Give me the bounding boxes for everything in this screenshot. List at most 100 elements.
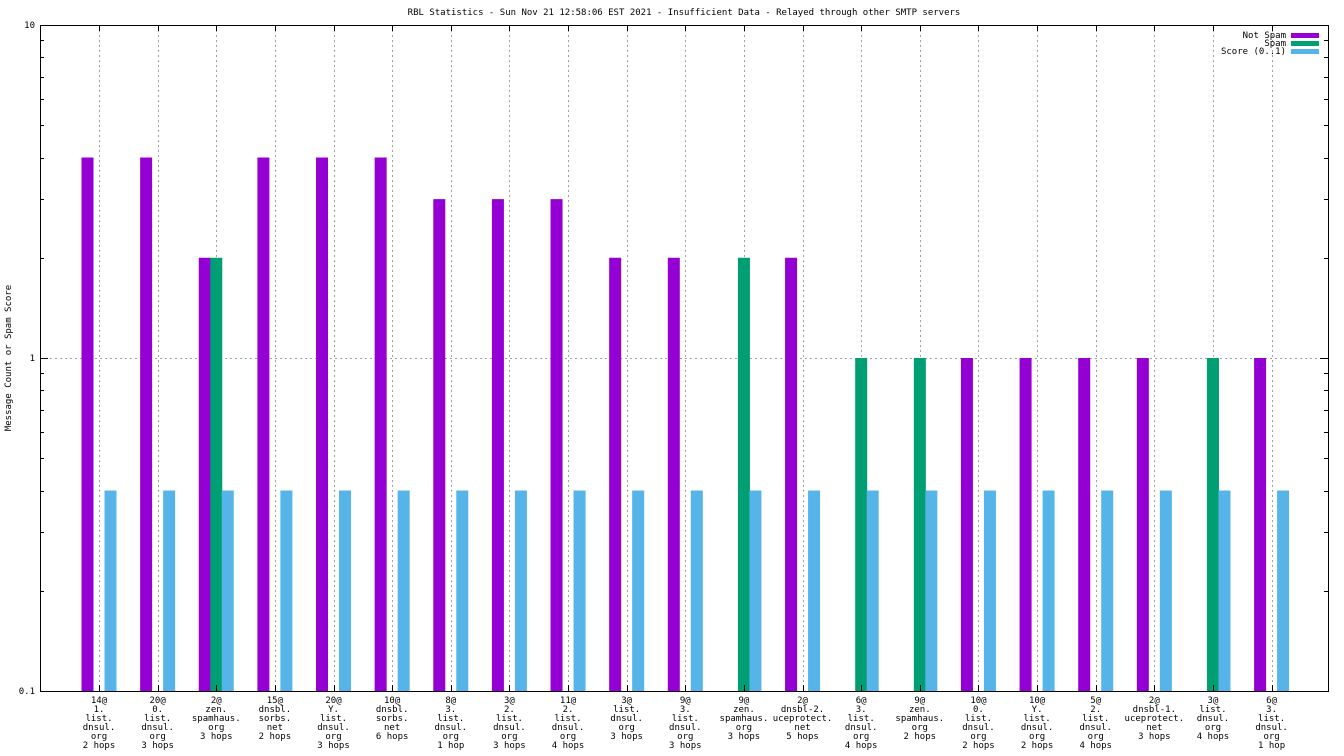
- x-tick-label-line: dnsul.: [669, 723, 702, 733]
- x-tick-label-line: org: [501, 732, 517, 742]
- x-tick-label: 20@ Y. list. dnsul. org 3 hops: [317, 696, 350, 751]
- x-tick-label: 3@ 2. list. dnsul. org 3 hops: [493, 696, 526, 751]
- x-tick-label-line: 5@: [1090, 696, 1101, 706]
- x-tick-label-line: uceprotect.: [773, 714, 833, 724]
- bar-score-0-1: [866, 490, 879, 691]
- x-tick-label-line: sorbs.: [259, 714, 292, 724]
- x-tick-label-line: list.: [554, 714, 581, 724]
- x-tick-label-line: dnsul.: [1079, 723, 1112, 733]
- x-tick-label-line: 0.: [152, 705, 163, 715]
- bar-spam: [737, 257, 750, 691]
- x-tick-label-line: 3 hops: [1138, 732, 1171, 742]
- x-tick-label-line: dnsbl.: [376, 705, 409, 715]
- bar-score-0-1: [163, 490, 176, 691]
- bar-spam: [855, 358, 868, 691]
- bar-score-0-1: [808, 490, 821, 691]
- bar-not-spam: [433, 199, 446, 691]
- bar-score-0-1: [573, 490, 586, 691]
- x-tick-label-line: 20@: [149, 696, 166, 706]
- x-tick-label-line: 2@: [1149, 696, 1160, 706]
- x-tick-label-line: 14@: [91, 696, 108, 706]
- x-tick-label-line: dnsul.: [493, 723, 526, 733]
- y-tick-label: 10: [24, 21, 35, 31]
- x-tick-label-line: list.: [1082, 714, 1109, 724]
- x-tick-label-line: 4 hops: [1079, 741, 1112, 751]
- bar-not-spam: [1019, 358, 1032, 691]
- x-tick-label-line: list.: [848, 714, 875, 724]
- x-tick-label-line: 2 hops: [962, 741, 995, 751]
- x-tick-label-line: org: [853, 732, 869, 742]
- x-tick-label-line: dnsul.: [610, 714, 643, 724]
- x-tick-label-line: 8@: [445, 696, 456, 706]
- x-tick-label-line: org: [1205, 723, 1221, 733]
- x-tick-label-line: org: [1263, 732, 1279, 742]
- x-tick-label: 11@ 2. list. dnsul. org 4 hops: [552, 696, 585, 751]
- legend-label: Score (0..1): [1221, 47, 1286, 57]
- x-tick-label-line: dnsul.: [845, 723, 878, 733]
- bar-not-spam: [1254, 358, 1267, 691]
- x-tick-label-line: 3@: [621, 696, 632, 706]
- x-tick-label-line: list.: [320, 714, 347, 724]
- x-tick-label-line: 6 hops: [376, 732, 409, 742]
- bar-score-0-1: [280, 490, 293, 691]
- x-tick-label-line: org: [1029, 732, 1045, 742]
- x-tick-label-line: list.: [496, 714, 523, 724]
- x-tick-label-line: 4 hops: [1197, 732, 1230, 742]
- grid-lines: [40, 25, 1328, 691]
- legend-swatch: [1291, 49, 1319, 54]
- bar-not-spam: [609, 257, 622, 691]
- x-tick-label-line: sorbs.: [376, 714, 409, 724]
- bar-score-0-1: [925, 490, 938, 691]
- x-tick-label-line: 3.: [1266, 705, 1277, 715]
- x-tick-label-line: list.: [1024, 714, 1051, 724]
- x-tick-label-line: 5 hops: [786, 732, 819, 742]
- bar-score-0-1: [690, 490, 703, 691]
- x-tick-label-line: list.: [437, 714, 464, 724]
- x-tick-label-line: 2@: [211, 696, 222, 706]
- x-tick-label-line: zen.: [733, 705, 755, 715]
- bar-score-0-1: [1159, 490, 1172, 691]
- bar-score-0-1: [1042, 490, 1055, 691]
- x-tick-label-line: 3 hops: [493, 741, 526, 751]
- bar-score-0-1: [1101, 490, 1114, 691]
- bar-score-0-1: [456, 490, 469, 691]
- bar-score-0-1: [749, 490, 762, 691]
- x-tick-label-line: list.: [1258, 714, 1285, 724]
- x-tick-label-line: 11@: [560, 696, 577, 706]
- x-tick-label-line: list.: [1199, 705, 1226, 715]
- x-tick-label: 15@ dnsbl. sorbs. net 2 hops: [259, 696, 292, 742]
- x-tick-label: 3@ list. dnsul. org 4 hops: [1197, 696, 1230, 742]
- x-tick-label: 6@ 3. list. dnsul. org 4 hops: [845, 696, 878, 751]
- x-tick-label-line: dnsul.: [83, 723, 116, 733]
- x-tick-label-line: org: [1088, 732, 1104, 742]
- bar-score-0-1: [221, 490, 234, 691]
- x-tick-label-line: 3 hops: [669, 741, 702, 751]
- bar-spam: [1206, 358, 1219, 691]
- bar-score-0-1: [1218, 490, 1231, 691]
- x-tick-label-line: dnsul.: [141, 723, 174, 733]
- x-tick-label: 10@ dnsbl. sorbs. net 6 hops: [376, 696, 409, 742]
- x-tick-label-line: org: [208, 723, 224, 733]
- x-tick-label-line: list.: [144, 714, 171, 724]
- bar-not-spam: [374, 157, 387, 691]
- bar-spam: [913, 358, 926, 691]
- x-tick-label-line: 3.: [856, 705, 867, 715]
- x-tick-label-line: list.: [672, 714, 699, 724]
- bar-score-0-1: [104, 490, 117, 691]
- x-tick-label-line: 9@: [680, 696, 691, 706]
- x-tick-label-line: 0.: [973, 705, 984, 715]
- x-tick-label-line: 2.: [504, 705, 515, 715]
- x-tick-label-line: 2 hops: [1021, 741, 1054, 751]
- x-tick-label-line: org: [619, 723, 635, 733]
- x-tick-label-line: 3 hops: [610, 732, 643, 742]
- x-tick-label: 8@ 3. list. dnsul. org 1 hop: [435, 696, 468, 751]
- x-tick-label: 5@ 2. list. dnsul. org 4 hops: [1079, 696, 1112, 751]
- x-tick-label: 9@ zen. spamhaus. org 2 hops: [895, 696, 944, 742]
- legend-label: Spam: [1264, 39, 1286, 49]
- x-tick-label-line: org: [560, 732, 576, 742]
- x-tick-label-line: org: [443, 732, 459, 742]
- bar-not-spam: [81, 157, 94, 691]
- x-tick-label-line: dnsul.: [1255, 723, 1288, 733]
- x-tick-label-line: zen.: [909, 705, 931, 715]
- y-tick-labels: 0.1 1 10: [19, 21, 35, 697]
